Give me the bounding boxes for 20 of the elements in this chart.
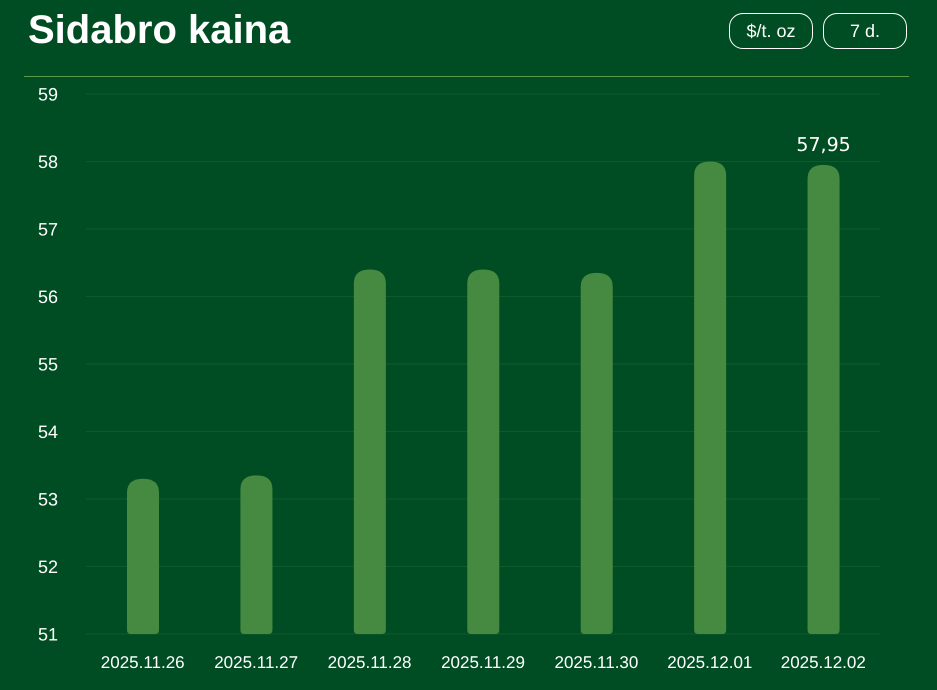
x-tick-label: 2025.11.26 — [100, 653, 185, 672]
x-tick-label: 2025.11.27 — [214, 653, 298, 672]
x-tick-label: 2025.11.28 — [328, 653, 412, 672]
x-tick-label: 2025.12.01 — [667, 653, 752, 672]
chart-title: Sidabro kaina — [28, 8, 290, 53]
x-tick-label: 2025.12.02 — [780, 653, 866, 672]
text: 7 d. — [823, 13, 907, 49]
x-tick-label: 2025.11.30 — [554, 653, 638, 672]
data-label: 57,95 — [796, 134, 851, 156]
y-tick-label: 54 — [38, 422, 58, 442]
y-tick-label: 51 — [38, 624, 58, 644]
y-tick-label: 59 — [38, 84, 58, 104]
text: $/t. oz — [729, 13, 813, 49]
y-tick-label: 58 — [38, 152, 58, 172]
y-tick-label: 53 — [38, 489, 58, 510]
y-tick-label: 57 — [38, 219, 58, 240]
y-tick-label: 56 — [38, 286, 58, 307]
x-tick-label: 2025.11.29 — [441, 653, 525, 672]
y-tick-label: 52 — [38, 556, 58, 577]
y-tick-label: 55 — [38, 354, 58, 374]
